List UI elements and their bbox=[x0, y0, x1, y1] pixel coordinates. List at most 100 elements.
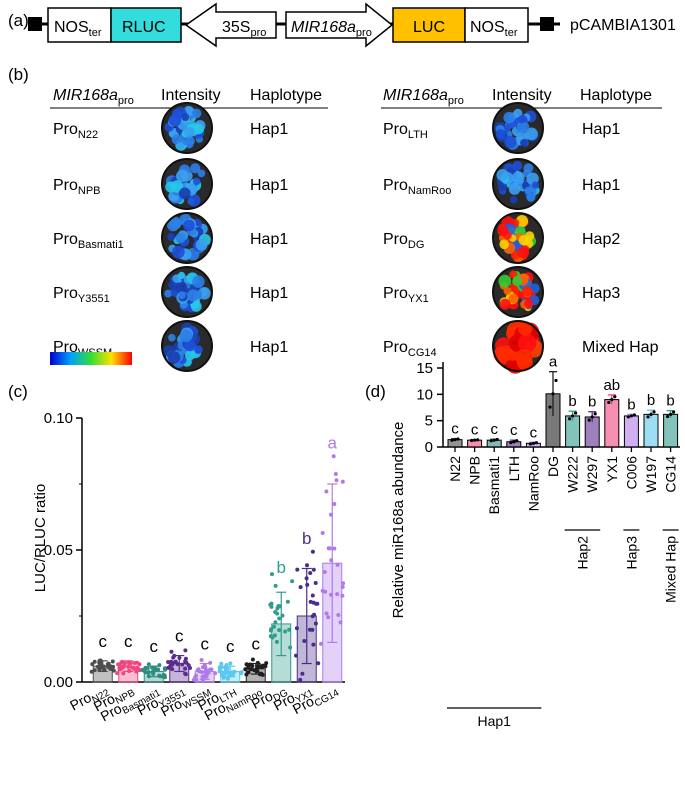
data-point bbox=[332, 546, 337, 551]
data-point bbox=[269, 601, 274, 606]
leaf-disc-rim bbox=[161, 266, 213, 318]
data-point bbox=[629, 414, 634, 418]
haplotype-value: Hap1 bbox=[582, 121, 620, 138]
significance-letter: b bbox=[647, 392, 655, 409]
luminescence-spot bbox=[187, 289, 200, 302]
y-tick-label: 5 bbox=[425, 413, 433, 430]
panel-d-chart: 0 5 10 15 c N22 c NPB c Basmati1 c LTH c NamRoo a DG b W2… bbox=[416, 354, 680, 729]
data-point bbox=[229, 670, 234, 675]
data-point bbox=[146, 662, 151, 667]
promoter-name: ProYX1 bbox=[383, 285, 429, 305]
data-point bbox=[278, 604, 282, 609]
bar bbox=[643, 413, 659, 448]
header-intensity: Intensity bbox=[492, 87, 552, 104]
header-promoter: MIR168apro bbox=[383, 87, 464, 107]
luminescence-spot bbox=[171, 245, 185, 259]
data-point bbox=[273, 583, 278, 588]
promoter-subscript: CG14 bbox=[408, 347, 437, 359]
luminescence-spot bbox=[517, 246, 530, 259]
luminescence-spot bbox=[167, 233, 175, 241]
data-point bbox=[300, 671, 305, 676]
data-point bbox=[669, 412, 673, 416]
data-point bbox=[312, 612, 317, 617]
leaf-disc-rim bbox=[161, 320, 213, 372]
luminescence-spot bbox=[169, 216, 182, 230]
haplotype-value: Hap1 bbox=[250, 121, 288, 138]
luminescence-spot bbox=[504, 136, 517, 149]
data-point bbox=[341, 581, 346, 586]
luminescence-spot bbox=[178, 187, 191, 200]
luminescence-spot bbox=[517, 333, 537, 353]
luminescence-image bbox=[492, 102, 544, 154]
table-row: ProBasmati1 Hap1 bbox=[53, 212, 288, 264]
data-point bbox=[95, 664, 100, 669]
x-tick-label: N22 bbox=[447, 456, 463, 482]
luminescence-spot bbox=[508, 183, 521, 195]
luminescence-spot bbox=[192, 177, 201, 186]
significance-letter: c bbox=[226, 637, 235, 656]
data-point bbox=[213, 671, 218, 676]
luminescence-spot bbox=[523, 163, 534, 174]
luminescence-spot bbox=[178, 291, 186, 300]
data-point bbox=[209, 667, 214, 672]
data-point bbox=[333, 472, 338, 476]
data-point bbox=[106, 661, 111, 666]
promoter-prefix: Pro bbox=[383, 121, 408, 138]
table-row: ProY3551 Hap1 bbox=[53, 266, 288, 318]
data-point bbox=[607, 400, 611, 405]
promoter-subscript: LTH bbox=[408, 129, 428, 141]
data-point bbox=[180, 662, 185, 667]
data-point bbox=[135, 660, 140, 665]
data-point bbox=[450, 438, 454, 442]
data-point bbox=[146, 674, 151, 679]
data-point bbox=[270, 572, 274, 577]
panel-c-chart: 0.000.050.10cProN22cProNPBcProBasmati1cP… bbox=[44, 410, 346, 724]
data-point bbox=[177, 655, 182, 660]
significance-letter: c bbox=[510, 422, 518, 439]
data-point bbox=[338, 620, 343, 625]
data-point bbox=[274, 639, 279, 644]
data-point bbox=[120, 659, 125, 664]
data-point bbox=[269, 604, 274, 609]
luminescence-spot bbox=[165, 181, 177, 193]
bar bbox=[623, 415, 639, 448]
data-point bbox=[495, 437, 499, 442]
data-point bbox=[205, 668, 209, 673]
luminescence-spot bbox=[508, 293, 519, 304]
data-point bbox=[323, 589, 328, 594]
data-point bbox=[305, 563, 309, 568]
data-point bbox=[126, 664, 131, 669]
data-point bbox=[218, 667, 222, 671]
haplotype-value: Hap1 bbox=[250, 177, 288, 194]
data-point bbox=[492, 438, 496, 442]
panel-c: (c) LUC/RLUC ratio 0.000.050.10cProN22cP… bbox=[8, 382, 346, 724]
data-point bbox=[310, 593, 315, 598]
data-point bbox=[554, 378, 558, 383]
luminescence-spot bbox=[512, 171, 525, 184]
group-label: Mixed Hap bbox=[663, 536, 679, 603]
data-point bbox=[295, 567, 300, 572]
data-point bbox=[332, 502, 337, 506]
promoter-name: ProN22 bbox=[53, 121, 98, 141]
panel-a-label: (a) bbox=[8, 11, 29, 30]
luminescence-image bbox=[161, 212, 213, 264]
data-point bbox=[515, 439, 519, 443]
x-tick-label: C006 bbox=[623, 456, 639, 490]
significance-letter: b bbox=[568, 393, 576, 410]
data-point bbox=[453, 438, 457, 442]
data-point bbox=[294, 626, 299, 631]
y-tick-label: 0.05 bbox=[44, 542, 73, 559]
data-point bbox=[270, 635, 275, 640]
data-point bbox=[110, 659, 115, 664]
x-tick-label: ProCG14 bbox=[290, 680, 342, 719]
data-point bbox=[649, 412, 653, 416]
luminescence-spot bbox=[184, 339, 196, 352]
promoter-prefix: Pro bbox=[53, 177, 78, 194]
promoter-subscript: NPB bbox=[78, 185, 101, 197]
data-point bbox=[183, 656, 188, 661]
luminescence-spot bbox=[184, 349, 196, 361]
luminescence-image bbox=[161, 158, 213, 210]
significance-letter: a bbox=[328, 433, 338, 452]
luminescence-spot bbox=[510, 196, 518, 204]
data-point bbox=[248, 662, 252, 667]
